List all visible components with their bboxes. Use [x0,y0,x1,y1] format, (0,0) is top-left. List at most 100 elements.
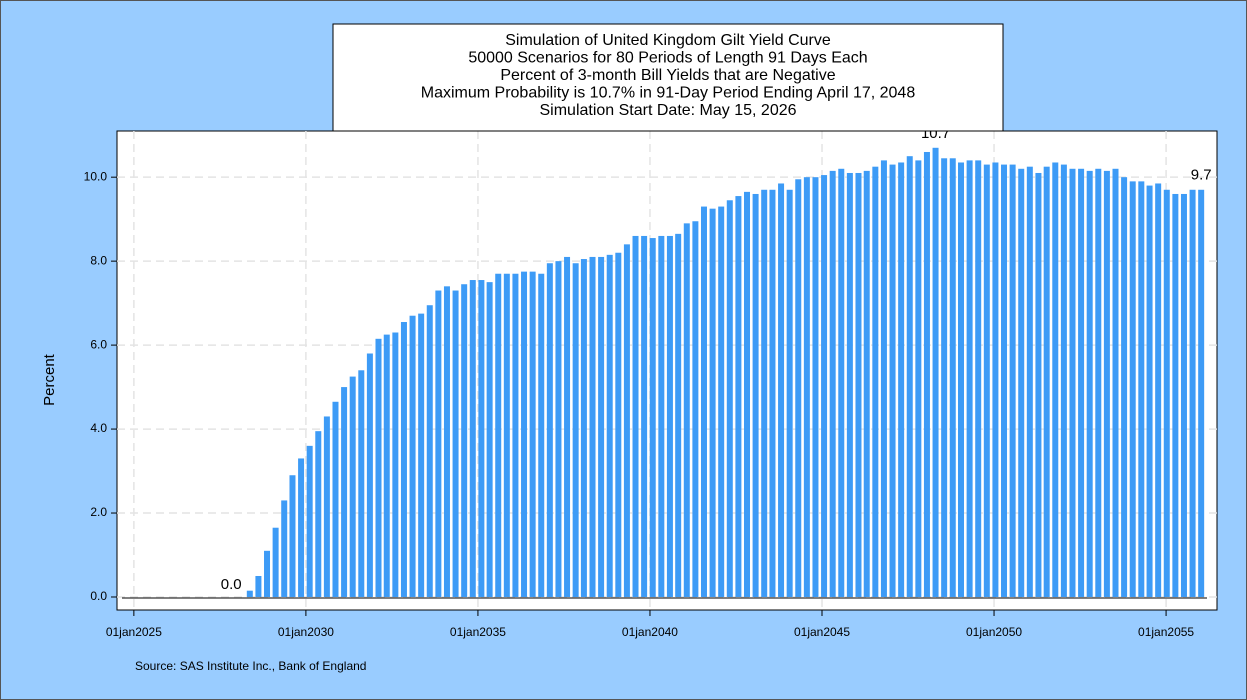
bar [855,172,862,597]
bar [1095,168,1102,597]
bar [1069,168,1076,597]
bar [426,305,433,597]
bar [641,235,648,597]
bar [949,158,956,597]
bar [658,235,665,597]
bar [615,252,622,597]
bar [872,166,879,597]
y-tick-label: 2.0 [90,505,107,519]
bar [1103,170,1110,597]
bar [863,170,870,597]
bar [546,263,553,597]
bar [349,376,356,597]
source: Source: SAS Institute Inc., Bank of Engl… [135,659,366,673]
bar [1018,168,1025,597]
bar [838,168,845,597]
bar [383,334,390,597]
y-tick-label: 0.0 [90,589,107,603]
x-tick-label: 01jan2025 [106,625,162,639]
bar [623,244,630,597]
bar [589,256,596,597]
bar [769,189,776,597]
bar [726,200,733,597]
y-tick-label: 10.0 [84,169,108,183]
bar [1146,185,1153,597]
bar [666,235,673,597]
bar [1129,181,1136,597]
bar [683,223,690,597]
bar [889,164,896,597]
bar [786,189,793,597]
title-line: Simulation of United Kingdom Gilt Yield … [505,32,831,49]
title-line: Maximum Probability is 10.7% in 91-Day P… [421,85,916,102]
bar [975,160,982,597]
x-tick-label: 01jan2035 [450,625,506,639]
bar [332,401,339,597]
bar [1198,189,1205,597]
bar [289,475,296,597]
bar [555,261,562,597]
bar [358,370,365,597]
bar [323,416,330,597]
bar [443,286,450,597]
y-tick-label: 6.0 [90,337,107,351]
bar [1001,164,1008,597]
bar [512,273,519,597]
bar [580,259,587,597]
bar [1026,166,1033,597]
bar [486,282,493,597]
bar [1172,193,1179,597]
bar [941,158,948,597]
bar [246,590,253,597]
bar [606,254,613,597]
data-label: 0.0 [221,576,242,593]
bar [992,162,999,597]
bar [821,175,828,597]
bar [932,147,939,597]
bar [735,196,742,597]
bar [966,160,973,597]
bar [743,191,750,597]
x-tick-label: 01jan2050 [966,625,1022,639]
bar [795,179,802,597]
bar [306,445,313,597]
y-axis-label: Percent [41,353,58,406]
bar [461,284,468,597]
bar [1112,168,1119,597]
bar [709,208,716,597]
bar [649,238,656,597]
bar [452,290,459,597]
bar [906,156,913,597]
bar [409,315,416,597]
bar [880,160,887,597]
plot: 0.0 2.0 4.0 6.0 8.0 10.0 01jan2025 01jan2030 01j… [84,125,1217,639]
bar [983,164,990,597]
bar [435,290,442,597]
bar [272,527,279,597]
y-tick-label: 4.0 [90,421,107,435]
bar [503,273,510,597]
bar [255,575,262,597]
bar [1121,177,1128,597]
x-tick-label: 01jan2055 [1138,625,1194,639]
bar [718,206,725,597]
title-line: 50000 Scenarios for 80 Periods of Length… [468,50,867,67]
bar [700,206,707,597]
bar [264,550,271,597]
bar [761,189,768,597]
data-label: 9.7 [1191,167,1212,184]
bar [598,256,605,597]
bar [829,170,836,597]
bar [538,273,545,597]
bar [1086,170,1093,597]
bar [1138,181,1145,597]
bar [752,193,759,597]
bar [366,353,373,597]
bar [778,183,785,597]
title-frame [332,23,1004,132]
bar [1078,168,1085,597]
bar [341,387,348,597]
bar [898,162,905,597]
bar [915,160,922,597]
